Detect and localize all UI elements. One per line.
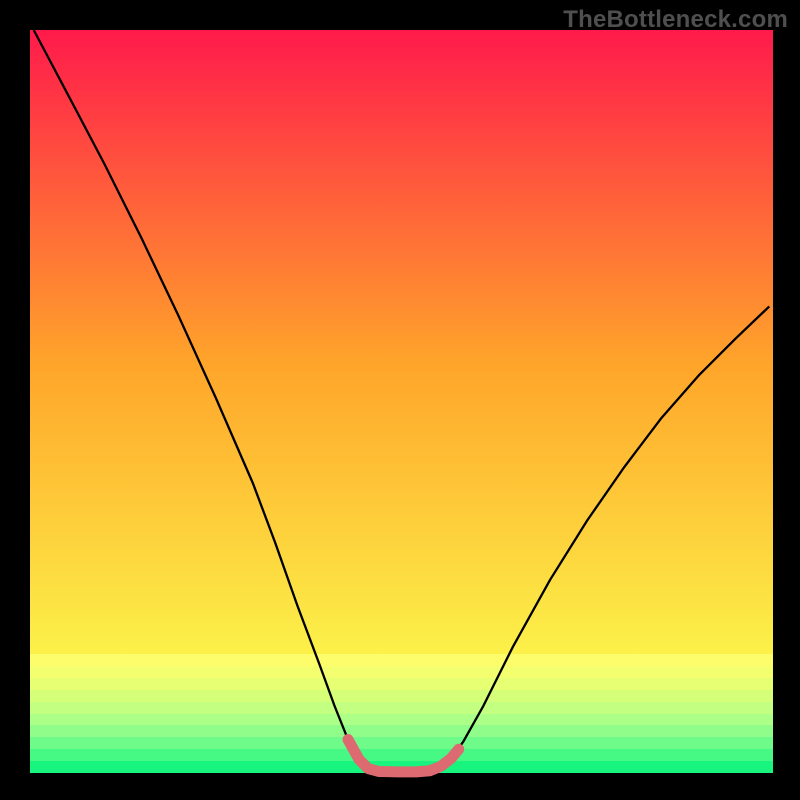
chart-frame: TheBottleneck.com [0,0,800,800]
bottleneck-curve-highlight [348,740,459,772]
bottleneck-curve-main [34,30,770,772]
plot-area [30,30,773,773]
curve-svg [30,30,773,773]
